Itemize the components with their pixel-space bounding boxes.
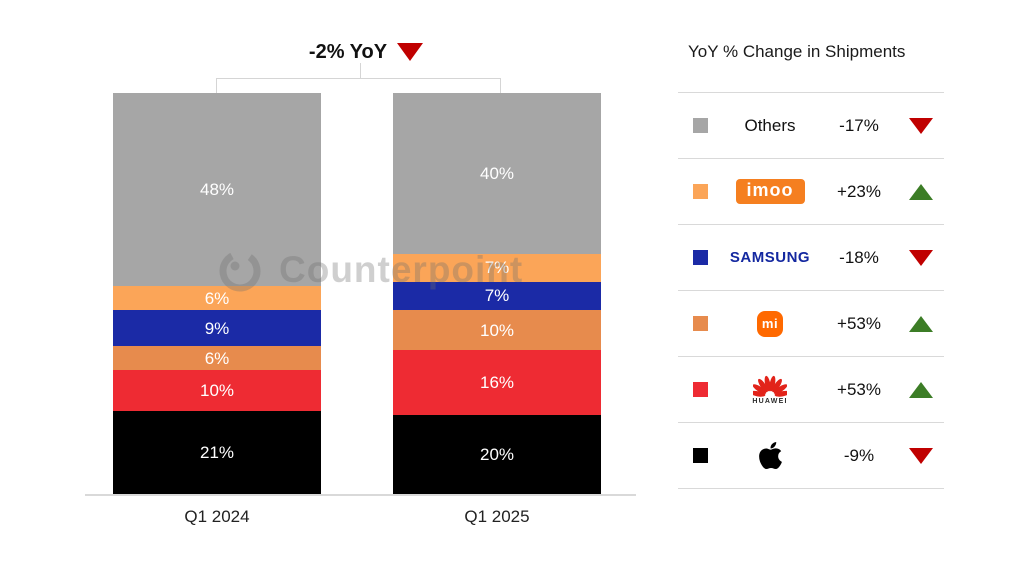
bar-segment-huawei: 16%: [393, 350, 601, 415]
samsung-color-swatch: [693, 250, 708, 265]
huawei-flower-icon: [752, 375, 787, 397]
legend-row-apple: -9%: [678, 423, 944, 489]
legend-row-imoo: imoo +23%: [678, 159, 944, 225]
samsung-trend-down-icon: [909, 249, 933, 266]
bar-segment-value: 7%: [484, 258, 510, 278]
bracket-right-drop-line: [500, 78, 501, 93]
bar-segment-value: 6%: [204, 348, 230, 368]
yoy-total-label: -2% YoY: [308, 40, 388, 63]
bar-segment-xiaomi: 10%: [393, 310, 601, 351]
samsung-logo: SAMSUNG: [729, 249, 811, 266]
bar-segment-value: 10%: [479, 320, 515, 340]
bar-segment-others: 48%: [113, 93, 321, 286]
bar-segment-value: 20%: [479, 445, 515, 465]
others-label: Others: [744, 115, 796, 135]
stacked-bar-q1-2025: 40% 7% 7% 10% 16% 20%: [393, 93, 601, 495]
huawei-color-swatch: [693, 382, 708, 397]
legend-table: Others -17% imoo +23% SAMSUNG -18% mi +5…: [678, 92, 944, 489]
bar-segment-value: 21%: [199, 443, 235, 463]
xiaomi-mi-logo: mi: [757, 310, 783, 337]
bar-segment-samsung: 7%: [393, 281, 601, 311]
yoy-down-triangle-icon: [397, 43, 424, 61]
bar-segment-value: 48%: [199, 179, 235, 199]
huawei-wordmark: HUAWEI: [752, 397, 788, 405]
x-axis-line: [85, 494, 636, 496]
huawei-trend-up-icon: [909, 381, 933, 398]
bar-segment-value: 9%: [204, 318, 230, 338]
x-label-q1-2025: Q1 2025: [464, 507, 530, 526]
stacked-bar-q1-2024: 48% 6% 9% 6% 10% 21%: [113, 93, 321, 495]
bar-segment-imoo: 6%: [113, 285, 321, 311]
bar-segment-huawei: 10%: [113, 370, 321, 411]
bracket-left-drop-line: [216, 78, 217, 93]
imoo-logo: imoo: [735, 179, 805, 204]
xiaomi-color-swatch: [693, 316, 708, 331]
xiaomi-trend-up-icon: [909, 315, 933, 332]
huawei-logo: HUAWEI: [752, 375, 787, 405]
apple-logo-icon: [758, 441, 782, 470]
legend-row-others: Others -17%: [678, 93, 944, 159]
yoy-total-title: -2% YoY: [256, 39, 476, 65]
bar-segment-apple: 20%: [393, 414, 601, 495]
bar-segment-value: 16%: [479, 372, 515, 392]
bar-segment-xiaomi: 6%: [113, 346, 321, 371]
bar-segment-value: 7%: [484, 286, 510, 306]
others-trend-down-icon: [909, 117, 933, 134]
bar-segment-others: 40%: [393, 93, 601, 254]
samsung-yoy-value: -18%: [839, 247, 879, 267]
xiaomi-yoy-value: +53%: [837, 313, 881, 333]
imoo-color-swatch: [693, 184, 708, 199]
x-label-q1-2024: Q1 2024: [184, 507, 250, 526]
bar-segment-value: 10%: [199, 380, 235, 400]
bar-segment-value: 40%: [479, 163, 515, 183]
apple-yoy-value: -9%: [843, 445, 875, 465]
bar-segment-samsung: 9%: [113, 310, 321, 347]
legend-row-huawei: HUAWEI +53%: [678, 357, 944, 423]
legend-row-samsung: SAMSUNG -18%: [678, 225, 944, 291]
bar-segment-value: 6%: [204, 288, 230, 308]
imoo-trend-up-icon: [909, 183, 933, 200]
apple-trend-down-icon: [909, 447, 933, 464]
legend-title: YoY % Change in Shipments: [688, 42, 906, 61]
huawei-yoy-value: +53%: [837, 379, 881, 399]
legend-row-xiaomi: mi +53%: [678, 291, 944, 357]
others-yoy-value: -17%: [839, 115, 879, 135]
bracket-stem-line: [360, 63, 361, 78]
bracket-horizontal-line: [216, 78, 501, 79]
imoo-yoy-value: +23%: [837, 181, 881, 201]
bar-segment-apple: 21%: [113, 410, 321, 495]
apple-color-swatch: [693, 448, 708, 463]
others-color-swatch: [693, 118, 708, 133]
bar-segment-imoo: 7%: [393, 253, 601, 282]
